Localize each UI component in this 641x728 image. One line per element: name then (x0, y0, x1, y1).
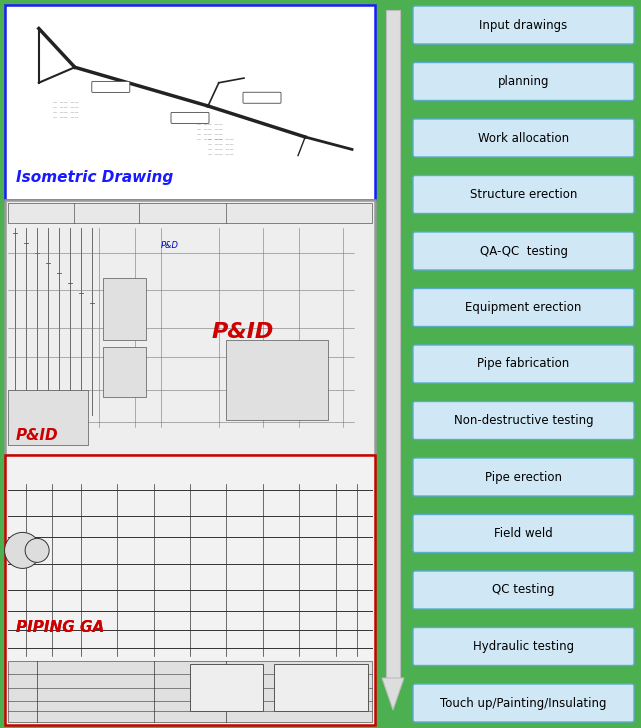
Text: —  ——  ——: — —— —— (197, 122, 223, 126)
FancyBboxPatch shape (413, 402, 634, 440)
Bar (5, 455, 375, 725)
Text: Isometric Drawing: Isometric Drawing (16, 170, 173, 185)
Text: Touch up/Painting/Insulating: Touch up/Painting/Insulating (440, 697, 607, 710)
Bar (103, 347, 146, 397)
Text: PIPING GA: PIPING GA (16, 620, 104, 635)
Text: —  ——  ——: — —— —— (197, 132, 223, 135)
Bar (190, 664, 263, 711)
FancyBboxPatch shape (413, 571, 634, 609)
Bar (5, 5, 375, 200)
Text: PIPING GA: PIPING GA (16, 620, 104, 635)
Text: —  ——  ——: — —— —— (197, 137, 223, 141)
FancyBboxPatch shape (243, 92, 281, 103)
FancyBboxPatch shape (413, 345, 634, 383)
Text: Field weld: Field weld (494, 527, 553, 540)
FancyBboxPatch shape (413, 684, 634, 722)
Text: —  ——  ——: — —— —— (208, 152, 233, 156)
FancyBboxPatch shape (413, 232, 634, 270)
Circle shape (4, 532, 40, 569)
Text: —  ——  ——: — —— —— (53, 100, 79, 104)
FancyBboxPatch shape (413, 175, 634, 213)
FancyBboxPatch shape (413, 119, 634, 157)
Text: Equipment erection: Equipment erection (465, 301, 581, 314)
Circle shape (25, 539, 49, 563)
Text: —  ——  ——: — —— —— (208, 147, 233, 151)
Polygon shape (382, 678, 404, 710)
Text: P&D: P&D (161, 241, 179, 250)
Text: —  ——  ——: — —— —— (53, 115, 79, 119)
FancyBboxPatch shape (171, 112, 209, 124)
Text: Pipe erection: Pipe erection (485, 470, 562, 483)
Bar (5, 200, 375, 455)
Text: —  ——  ——: — —— —— (53, 110, 79, 114)
Bar (8, 203, 372, 223)
Text: QA-QC  testing: QA-QC testing (479, 245, 567, 258)
Text: Work allocation: Work allocation (478, 132, 569, 144)
Text: —  ——  ——: — —— —— (197, 127, 223, 130)
Text: Non-destructive testing: Non-destructive testing (454, 414, 594, 427)
Bar (8, 661, 372, 722)
FancyBboxPatch shape (413, 288, 634, 326)
Text: P&ID: P&ID (212, 323, 274, 342)
Text: —  ——  ——: — —— —— (208, 137, 233, 141)
Text: QC testing: QC testing (492, 584, 554, 596)
FancyBboxPatch shape (413, 63, 634, 100)
Text: Hydraulic testing: Hydraulic testing (473, 640, 574, 653)
Bar (274, 664, 369, 711)
Bar (226, 340, 328, 419)
Bar (103, 277, 146, 340)
FancyBboxPatch shape (413, 458, 634, 496)
Text: P&ID: P&ID (16, 428, 58, 443)
Text: —  ——  ——: — —— —— (53, 105, 79, 109)
Text: planning: planning (498, 75, 549, 88)
Bar (8, 389, 88, 445)
Bar (387, 10, 399, 680)
Text: Input drawings: Input drawings (479, 18, 568, 31)
Text: Pipe fabrication: Pipe fabrication (478, 357, 570, 371)
FancyBboxPatch shape (413, 515, 634, 553)
FancyBboxPatch shape (92, 82, 129, 92)
Text: —  ——  ——: — —— —— (208, 142, 233, 146)
FancyBboxPatch shape (413, 6, 634, 44)
Text: Structure erection: Structure erection (470, 188, 577, 201)
FancyBboxPatch shape (413, 628, 634, 665)
